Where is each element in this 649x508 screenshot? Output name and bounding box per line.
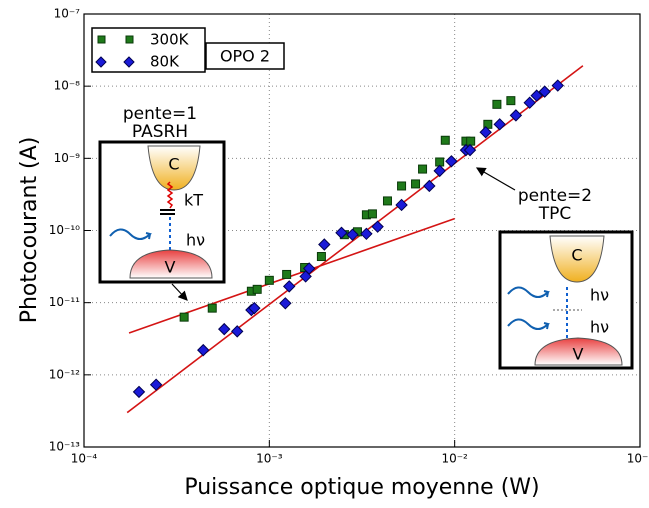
band [549,235,605,283]
annotation: OPO 2 [220,47,270,66]
point [282,269,292,279]
point [423,179,436,193]
band-label: V [573,345,584,364]
point [445,155,458,168]
point [367,209,377,219]
legend-marker [95,56,107,68]
point [231,325,244,338]
point [418,164,428,174]
y-axis-label: Photocourant (A) [17,137,42,324]
x-tick-label: 10⁻⁴ [71,452,98,466]
point [371,220,384,233]
annotation: hν [590,318,609,337]
point [279,297,292,310]
y-tick-label: 10⁻¹² [49,367,80,381]
point [530,89,543,102]
point [207,303,217,313]
band-label: C [168,155,179,174]
point [179,312,189,322]
point [463,143,477,157]
point [523,96,536,109]
marks [126,65,584,414]
photon [507,286,550,298]
point [551,79,564,92]
band [129,249,213,279]
point [252,284,262,294]
point [440,135,450,145]
legend-label: 300K [150,31,190,49]
band [534,337,623,366]
point [302,262,316,275]
annotation: TPC [538,204,572,224]
x-axis-label: Puissance optique moyenne (W) [184,475,539,500]
arrow [475,167,516,191]
photon [507,318,550,330]
point [509,109,523,122]
thermal-arrow [166,181,174,209]
point [395,198,408,212]
point [382,196,392,206]
legend-label: 80K [150,53,180,71]
annotation: PASRH [132,122,188,142]
point [360,227,373,241]
legend-marker [125,35,134,44]
point [506,96,516,106]
point [335,226,348,239]
point [492,99,502,109]
point [318,238,331,251]
point [282,280,296,293]
point [493,118,506,131]
left-inset: C V kT hν [98,140,226,284]
legend: 300K 80K [91,27,206,73]
arrow [171,283,188,301]
legend-box [91,27,206,73]
point [411,179,421,189]
point [248,301,261,315]
band [147,145,201,191]
annotation: hν [590,286,609,305]
point [149,378,163,391]
band-label: C [571,246,582,265]
x-tick-label: 10⁻¹ [627,452,649,466]
right-inset: C V hν hν [498,230,634,370]
photon [109,228,152,240]
y-tick-label: 10⁻¹¹ [49,295,80,309]
y-tick-label: 10⁻⁹ [54,151,81,165]
point [346,228,359,241]
point [433,164,446,178]
legend-marker [97,35,106,44]
y-tick-label: 10⁻¹³ [49,440,80,454]
legend-marker [123,56,135,68]
annotation: kT [184,191,203,210]
band-label: V [165,258,176,277]
y-tick-label: 10⁻⁸ [54,79,81,93]
point [466,136,476,146]
annotation: hν [186,231,205,250]
annotation-box [205,42,285,70]
point [132,385,146,399]
y-tick-label: 10⁻⁷ [54,7,81,21]
annotation: pente=1 [123,104,197,124]
annotation: pente=2 [518,186,592,206]
point [197,343,210,357]
x-tick-label: 10⁻³ [256,452,283,466]
point [264,275,274,285]
point [316,252,326,262]
point [218,322,231,336]
x-tick-label: 10⁻² [441,452,468,466]
y-tick-label: 10⁻¹⁰ [49,223,80,237]
point [479,126,492,139]
point [538,85,551,98]
point [397,181,407,191]
